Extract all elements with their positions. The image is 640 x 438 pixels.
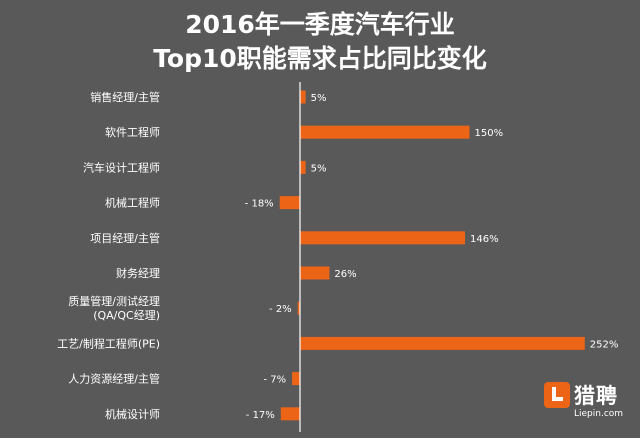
category-label-9: 人力资源经理/主管 xyxy=(68,372,160,386)
category-label-4: 机械工程师 xyxy=(105,196,160,210)
bar-3 xyxy=(300,160,306,174)
category-label-10: 机械设计师 xyxy=(105,407,160,421)
category-label-5: 项目经理/主管 xyxy=(90,231,160,245)
category-label-3: 汽车设计工程师 xyxy=(83,160,160,174)
logo-name: 猎聘 xyxy=(574,384,618,408)
category-label-7-line-2: (QA/QC经理) xyxy=(93,309,160,322)
bar-9 xyxy=(292,372,300,386)
data-label-4: - 18% xyxy=(245,199,274,210)
bar-4 xyxy=(279,196,300,210)
bar-2 xyxy=(300,125,470,139)
category-label-2: 软件工程师 xyxy=(105,125,160,139)
bar-5 xyxy=(300,231,465,245)
data-label-10: - 17% xyxy=(246,410,275,421)
category-label-1: 销售经理/主管 xyxy=(90,90,160,104)
chart-title-line-2: Top10职能需求占比同比变化 xyxy=(153,44,487,73)
bar-7 xyxy=(297,301,300,315)
category-label-6: 财务经理 xyxy=(116,266,160,280)
logo-l-icon xyxy=(544,382,570,408)
bar-8 xyxy=(300,336,585,350)
data-label-9: - 7% xyxy=(263,375,286,386)
data-label-2: 150% xyxy=(475,128,504,139)
logo-url: Liepin.com xyxy=(574,409,624,419)
category-label-8: 工艺/制程工程师(PE) xyxy=(57,337,160,350)
data-label-5: 146% xyxy=(470,234,499,245)
data-label-8: 252% xyxy=(590,339,619,350)
bar-1 xyxy=(300,90,306,104)
data-label-6: 26% xyxy=(334,269,356,280)
data-label-3: 5% xyxy=(311,163,327,174)
chart-title-line-1: 2016年一季度汽车行业 xyxy=(185,10,455,39)
data-label-7: - 2% xyxy=(269,304,292,315)
category-label-7-line-1: 质量管理/测试经理 xyxy=(68,294,160,308)
liepin-logo: 猎聘 Liepin.com xyxy=(544,378,634,426)
bar-10 xyxy=(280,407,300,421)
bar-6 xyxy=(300,266,330,280)
data-label-1: 5% xyxy=(311,93,327,104)
